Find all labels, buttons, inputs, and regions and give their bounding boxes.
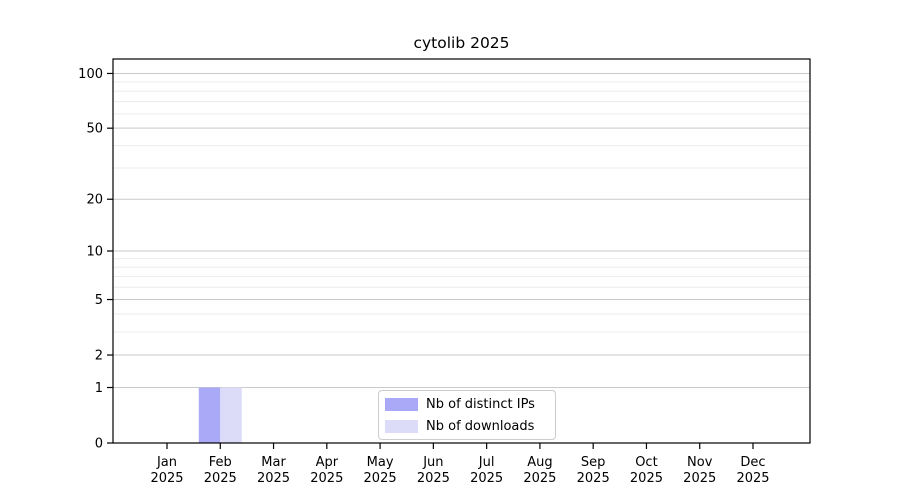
x-tick-label-month: Dec bbox=[740, 455, 765, 470]
x-tick-label-year: 2025 bbox=[683, 471, 716, 486]
x-tick-label-month: May bbox=[367, 455, 394, 470]
chart-title: cytolib 2025 bbox=[413, 34, 510, 52]
x-tick-label-month: Apr bbox=[316, 455, 339, 470]
x-tick-label-year: 2025 bbox=[470, 471, 503, 486]
y-tick-label: 5 bbox=[95, 293, 103, 308]
x-tick-label-year: 2025 bbox=[150, 471, 183, 486]
y-tick-label: 10 bbox=[86, 245, 103, 260]
x-tick-label-year: 2025 bbox=[630, 471, 663, 486]
x-tick-label-month: Sep bbox=[581, 455, 606, 470]
y-tick-label: 2 bbox=[95, 349, 103, 364]
legend-swatch-distinct-ips-icon bbox=[385, 397, 418, 411]
y-tick-label: 100 bbox=[78, 67, 103, 82]
x-tick-label-month: Jun bbox=[422, 455, 443, 470]
x-tick-label-year: 2025 bbox=[577, 471, 610, 486]
x-tick-label-month: Feb bbox=[209, 455, 232, 470]
x-tick-label-month: Mar bbox=[261, 455, 286, 470]
x-tick-label-month: Oct bbox=[635, 455, 657, 470]
x-tick-label-year: 2025 bbox=[257, 471, 290, 486]
x-tick-label-month: Aug bbox=[527, 455, 552, 470]
x-tick-label-year: 2025 bbox=[204, 471, 237, 486]
legend-label-distinct-ips: Nb of distinct IPs bbox=[426, 396, 535, 412]
legend-label-downloads: Nb of downloads bbox=[426, 418, 535, 434]
bar-downloads bbox=[220, 387, 242, 443]
legend-item-downloads: Nb of downloads bbox=[385, 417, 548, 435]
bar-distinct-ips bbox=[198, 387, 221, 443]
x-tick-label-year: 2025 bbox=[364, 471, 397, 486]
y-tick-label: 0 bbox=[95, 437, 103, 452]
legend: Nb of distinct IPs Nb of downloads bbox=[378, 390, 556, 440]
y-tick-label: 20 bbox=[86, 193, 103, 208]
legend-swatch-downloads-icon bbox=[385, 419, 418, 433]
y-tick-label: 50 bbox=[86, 122, 103, 137]
x-tick-label-year: 2025 bbox=[736, 471, 769, 486]
x-tick-label-year: 2025 bbox=[417, 471, 450, 486]
y-tick-label: 1 bbox=[95, 381, 103, 396]
legend-item-distinct-ips: Nb of distinct IPs bbox=[385, 395, 548, 413]
x-tick-label-month: Jan bbox=[156, 455, 177, 470]
x-tick-label-year: 2025 bbox=[310, 471, 343, 486]
x-tick-label-month: Jul bbox=[478, 455, 495, 470]
x-tick-label-month: Nov bbox=[687, 455, 713, 470]
x-tick-label-year: 2025 bbox=[523, 471, 556, 486]
